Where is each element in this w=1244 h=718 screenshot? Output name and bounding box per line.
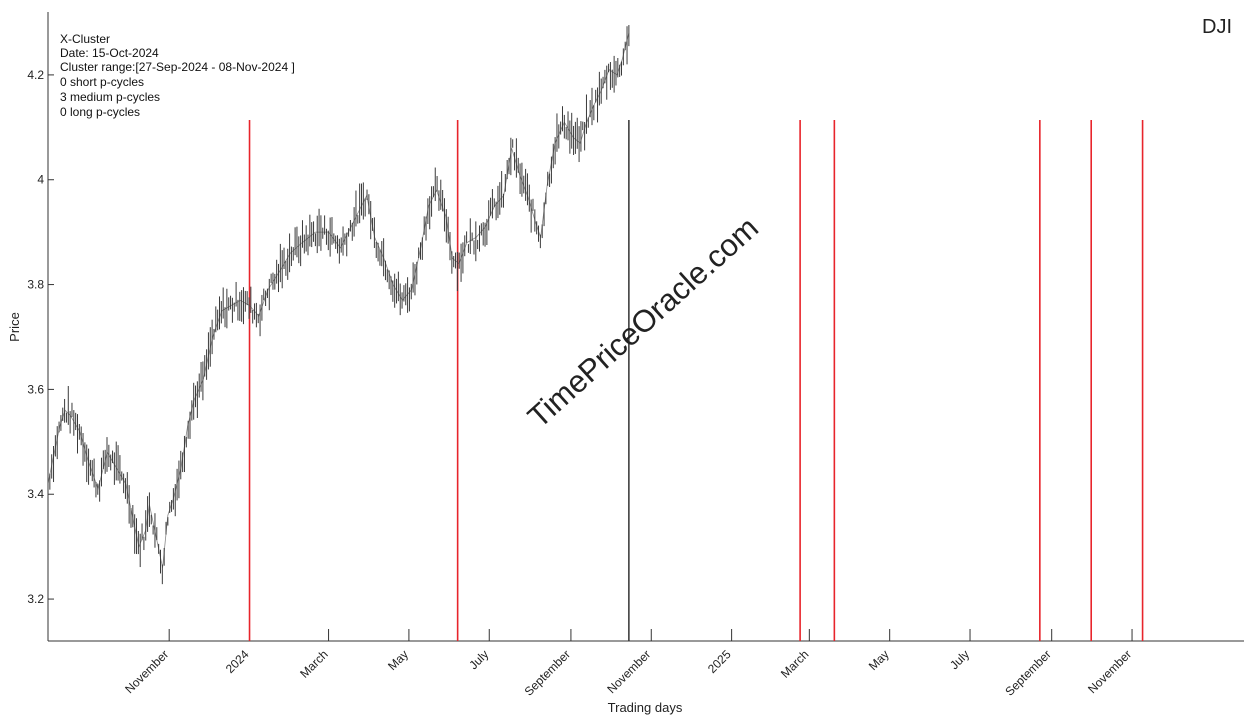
symbol-label: DJI	[1202, 16, 1232, 38]
info-line: Date: 15-Oct-2024	[60, 46, 159, 60]
x-tick-label: March	[297, 647, 330, 680]
x-tick-label: November	[122, 647, 171, 696]
y-tick-label: 4.2	[27, 68, 44, 82]
info-box: X-Cluster Date: 15-Oct-2024 Cluster rang…	[60, 32, 295, 119]
x-tick-label: May	[385, 647, 411, 673]
x-tick-label: July	[947, 647, 972, 672]
info-line: 3 medium p-cycles	[60, 90, 160, 104]
x-tick-label: September	[1002, 647, 1053, 698]
y-tick-label: 3.4	[27, 487, 44, 501]
y-axis-label: Price	[7, 312, 22, 342]
x-tick-label: July	[466, 647, 491, 672]
info-line: Cluster range:[27-Sep-2024 - 08-Nov-2024…	[60, 60, 295, 74]
cycle-lines	[248, 120, 1144, 641]
x-axis-label: Trading days	[608, 700, 683, 715]
y-tick-label: 3.2	[27, 592, 44, 606]
x-tick-label: 2024	[223, 647, 252, 676]
info-line: X-Cluster	[60, 32, 110, 46]
info-line: 0 short p-cycles	[60, 75, 144, 89]
plot-frame	[47, 12, 1244, 642]
y-tick-labels: 3.2 3.4 3.6 3.8 4 4.2	[27, 68, 44, 606]
x-tick-label: 2025	[705, 647, 734, 676]
y-tick-label: 3.8	[27, 278, 44, 292]
x-tick-label: November	[604, 647, 653, 696]
x-tick-label: March	[778, 647, 811, 680]
x-tick-label: September	[522, 647, 573, 698]
x-tick-label: November	[1085, 647, 1134, 696]
y-tick-label: 4	[37, 173, 44, 187]
y-tick-label: 3.6	[27, 382, 44, 396]
price-bars	[47, 25, 630, 585]
watermark-text: TimePriceOracle.com	[521, 210, 765, 435]
x-tick-label: May	[866, 647, 892, 673]
y-tick-marks	[48, 74, 54, 600]
info-line: 0 long p-cycles	[60, 105, 140, 119]
